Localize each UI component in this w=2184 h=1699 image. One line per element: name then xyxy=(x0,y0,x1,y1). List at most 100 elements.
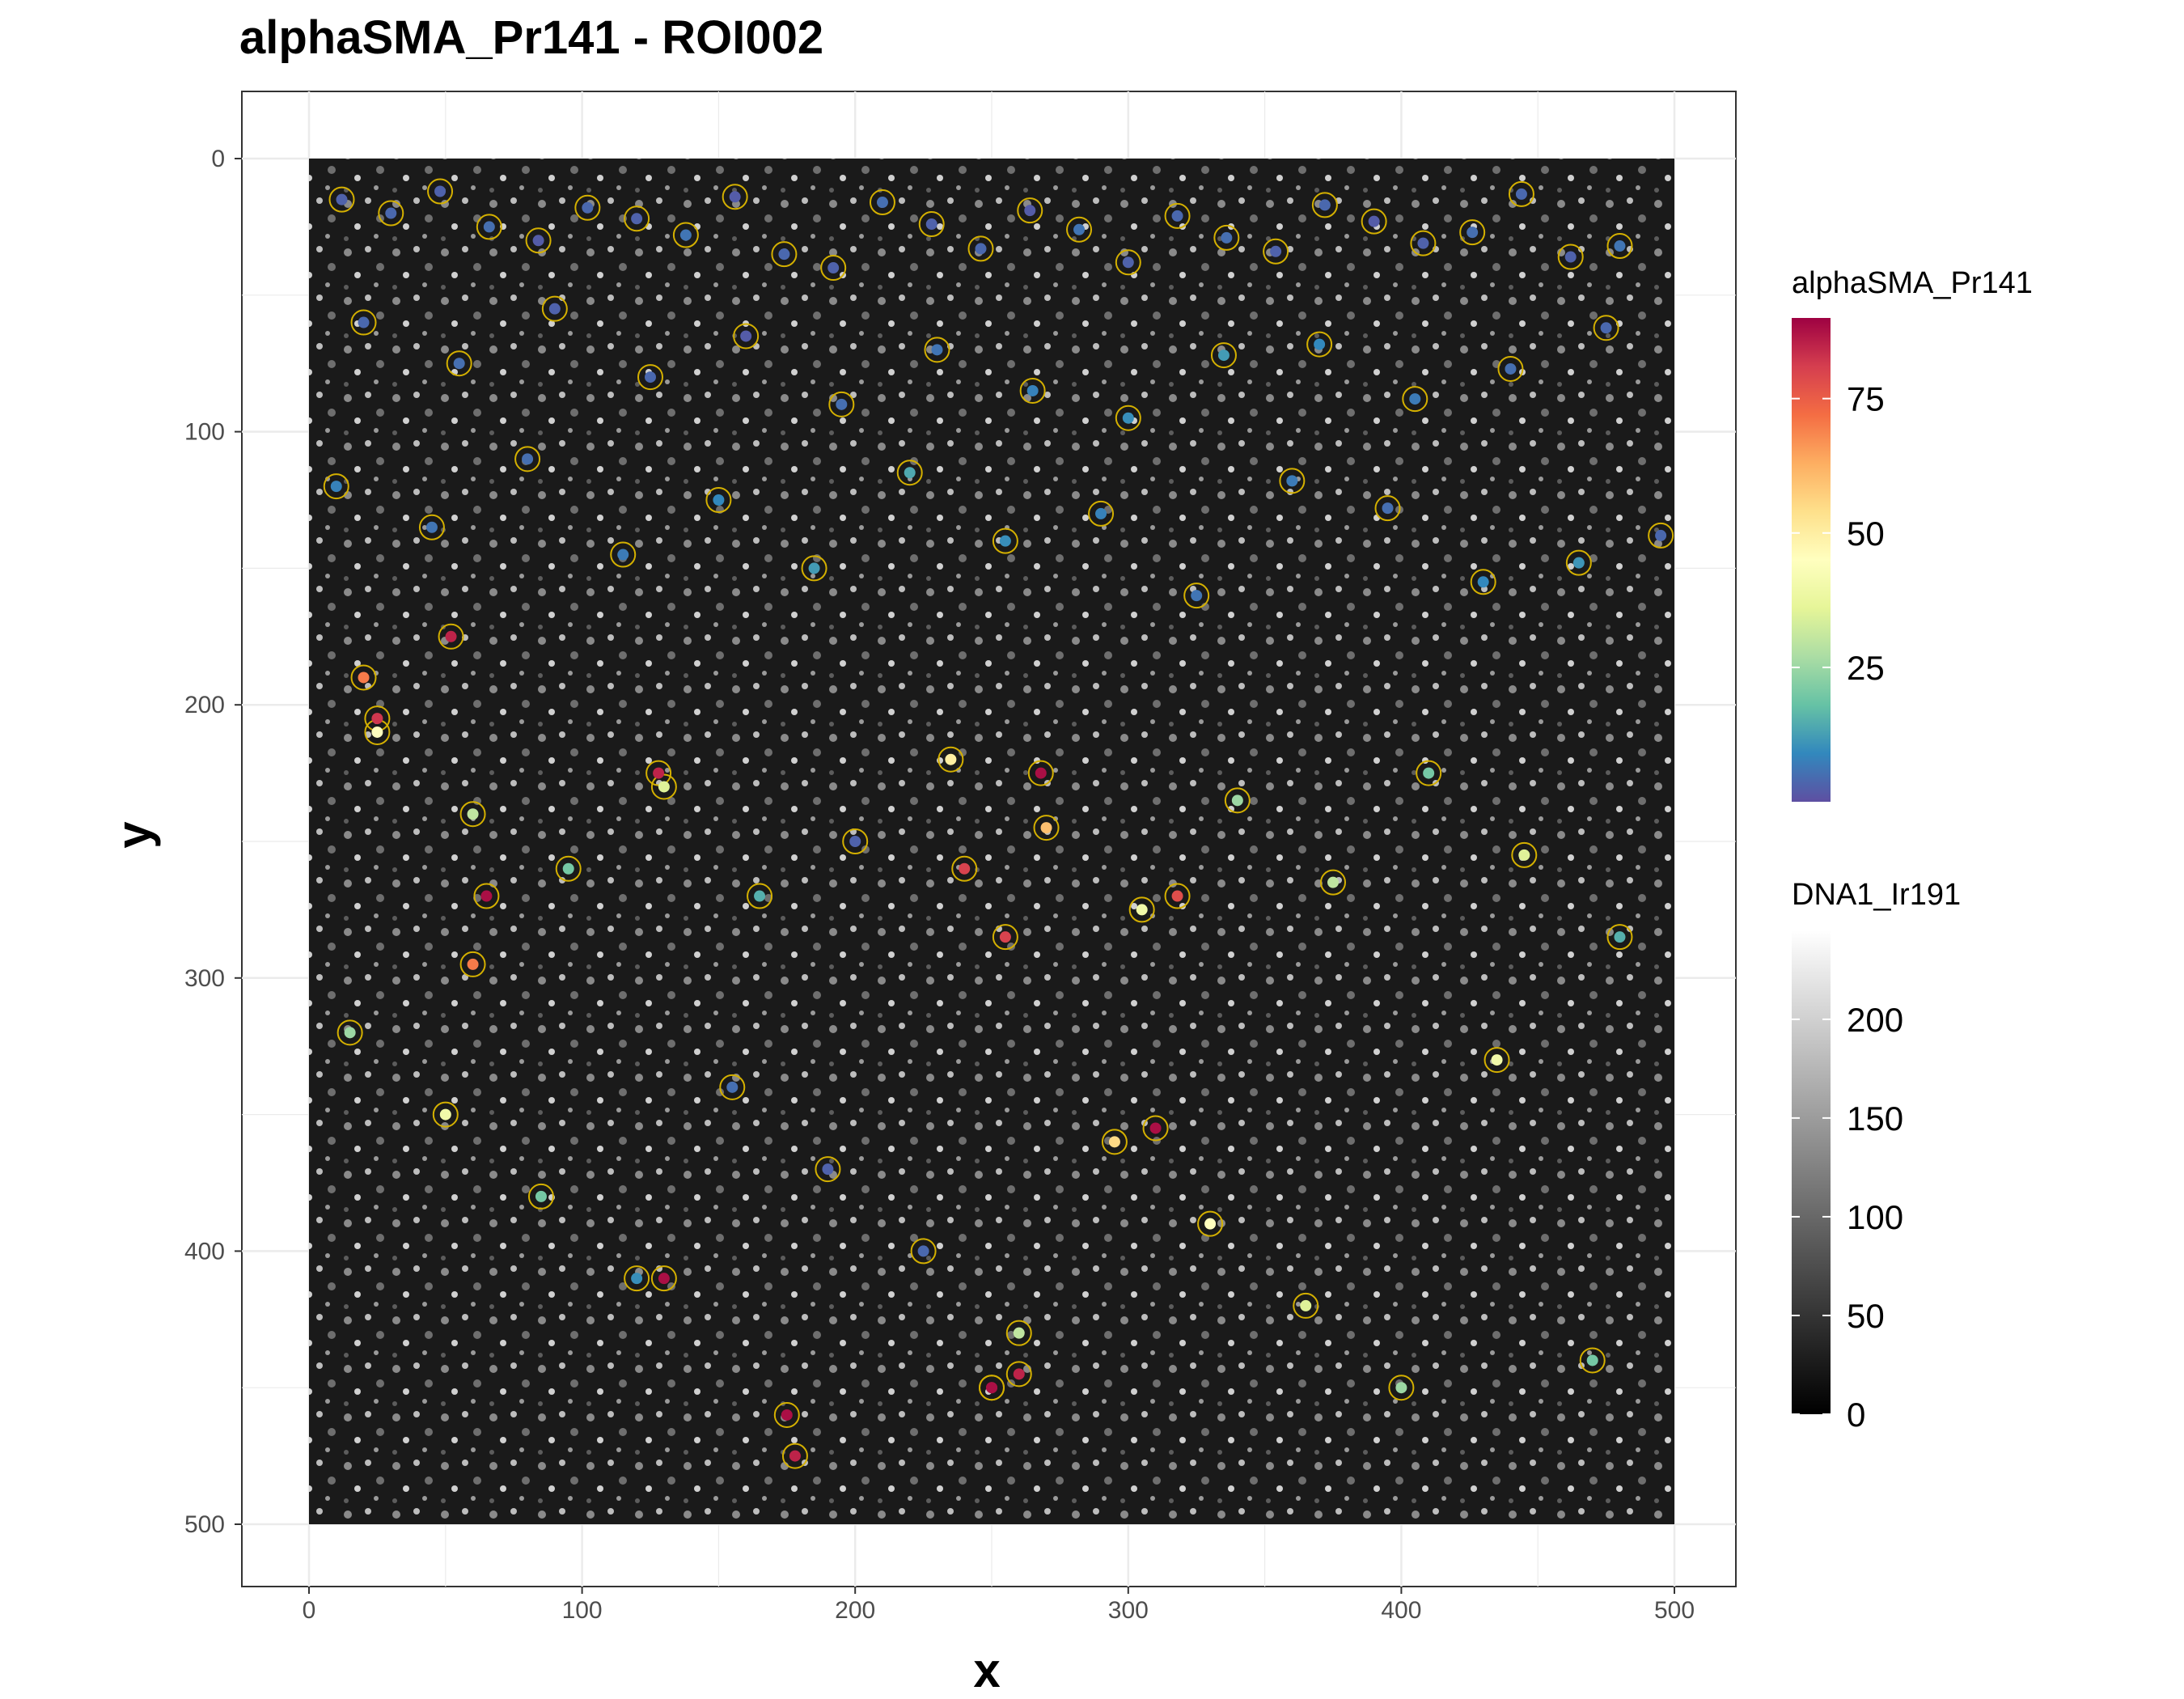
cell-point xyxy=(1515,188,1527,200)
cell-point xyxy=(789,1450,801,1462)
x-tick-label: 400 xyxy=(1381,1597,1421,1624)
cell-outline xyxy=(1470,569,1496,595)
color-legend: alphaSMA_Pr141 75 50 25 xyxy=(1792,266,2033,802)
cell-outline xyxy=(1263,238,1289,265)
cell-outline xyxy=(1005,1361,1032,1388)
tissue-image xyxy=(309,159,1674,1524)
cell-point xyxy=(645,371,656,383)
cell-point xyxy=(1095,507,1107,519)
cell-outline xyxy=(610,541,637,568)
cell-point xyxy=(986,1382,997,1394)
cell-outline xyxy=(514,446,541,472)
cell-outline xyxy=(1565,549,1592,576)
x-tick-label: 0 xyxy=(303,1597,316,1624)
cell-outline xyxy=(1416,760,1442,786)
cell-outline xyxy=(815,1156,841,1183)
cell-point xyxy=(1122,256,1134,269)
y-tick-label: 300 xyxy=(184,965,225,992)
cell-point xyxy=(1040,822,1052,834)
cell-outline xyxy=(967,235,994,262)
chart-title: alphaSMA_Pr141 - ROI002 xyxy=(239,11,823,64)
cell-outline xyxy=(773,1401,800,1428)
cell-point xyxy=(1191,590,1203,602)
cell-point xyxy=(658,781,670,793)
cell-point xyxy=(453,358,465,370)
cell-outline xyxy=(1224,787,1251,814)
cell-outline xyxy=(1019,377,1046,404)
cell-point xyxy=(726,1081,739,1093)
y-tick-label: 200 xyxy=(184,692,225,718)
legend-tick-label: 50 xyxy=(1847,1297,1885,1335)
cell-point xyxy=(1217,350,1230,362)
cell-outline xyxy=(1164,883,1191,909)
cell-point xyxy=(658,1273,670,1285)
cell-outline xyxy=(781,1443,808,1469)
gray-legend: DNA1_Ir191 200 150 100 50 0 xyxy=(1792,878,1961,1434)
cell-outline xyxy=(459,801,486,828)
cell-point xyxy=(1423,767,1435,779)
cell-outline xyxy=(1279,468,1306,494)
cell-point xyxy=(1572,557,1585,569)
cell-point xyxy=(999,931,1011,943)
cell-outline xyxy=(645,760,672,786)
cell-point xyxy=(532,235,544,247)
cell-outline xyxy=(1410,230,1437,256)
cell-outline xyxy=(1361,208,1387,235)
cell-point xyxy=(827,262,840,274)
cell-point xyxy=(822,1163,834,1176)
cell-outline xyxy=(1088,500,1115,527)
cell-point xyxy=(959,862,971,875)
legend-tick-label: 100 xyxy=(1847,1198,1903,1236)
cell-point xyxy=(1286,475,1298,487)
cell-outline xyxy=(896,460,923,486)
cell-outline xyxy=(323,473,349,500)
cell-outline xyxy=(747,883,773,909)
cell-outline xyxy=(1320,869,1346,896)
cell-point xyxy=(931,344,943,356)
cell-outline xyxy=(1579,1347,1606,1374)
cell-point xyxy=(1518,849,1530,861)
cell-outline xyxy=(1374,495,1401,522)
color-legend-title: alphaSMA_Pr141 xyxy=(1792,266,2033,300)
cell-point xyxy=(336,193,348,205)
legend-tick-label: 200 xyxy=(1847,1001,1903,1039)
cell-outline xyxy=(924,337,950,363)
cell-point xyxy=(1300,1299,1312,1311)
cell-point xyxy=(729,191,741,203)
cell-point xyxy=(1327,876,1339,888)
cell-outline xyxy=(1508,180,1534,207)
cell-point xyxy=(1318,199,1331,211)
cell-outline xyxy=(1306,331,1333,358)
cell-outline xyxy=(1128,896,1155,923)
cell-outline xyxy=(446,350,472,377)
y-tick-label: 100 xyxy=(184,419,225,446)
cell-point xyxy=(344,1027,356,1039)
cell-outline xyxy=(1115,249,1141,276)
cell-outline xyxy=(1142,1115,1169,1142)
cell-outline xyxy=(733,323,760,350)
y-tick-label: 0 xyxy=(211,146,225,172)
cell-point xyxy=(679,229,692,241)
cell-point xyxy=(1013,1327,1025,1339)
cell-point xyxy=(1655,529,1667,541)
cell-point xyxy=(1614,931,1626,943)
cell-point xyxy=(358,316,370,328)
cell-outline xyxy=(650,773,677,800)
legend-tick-label: 150 xyxy=(1847,1099,1903,1138)
cell-outline xyxy=(992,527,1018,554)
cell-outline xyxy=(820,255,847,282)
cell-point xyxy=(975,243,987,255)
cell-point xyxy=(999,535,1011,547)
cell-outline xyxy=(722,184,748,210)
cell-outline xyxy=(1388,1375,1415,1401)
cell-point xyxy=(617,549,629,561)
cell-point xyxy=(1122,412,1134,424)
cell-point xyxy=(876,197,888,209)
cell-outline xyxy=(842,828,869,854)
cell-point xyxy=(808,562,820,574)
cell-point xyxy=(1417,237,1429,249)
cell-point xyxy=(385,207,397,219)
cell-outline xyxy=(1210,342,1237,369)
cell-outline xyxy=(1606,233,1633,260)
cell-point xyxy=(631,1273,643,1285)
